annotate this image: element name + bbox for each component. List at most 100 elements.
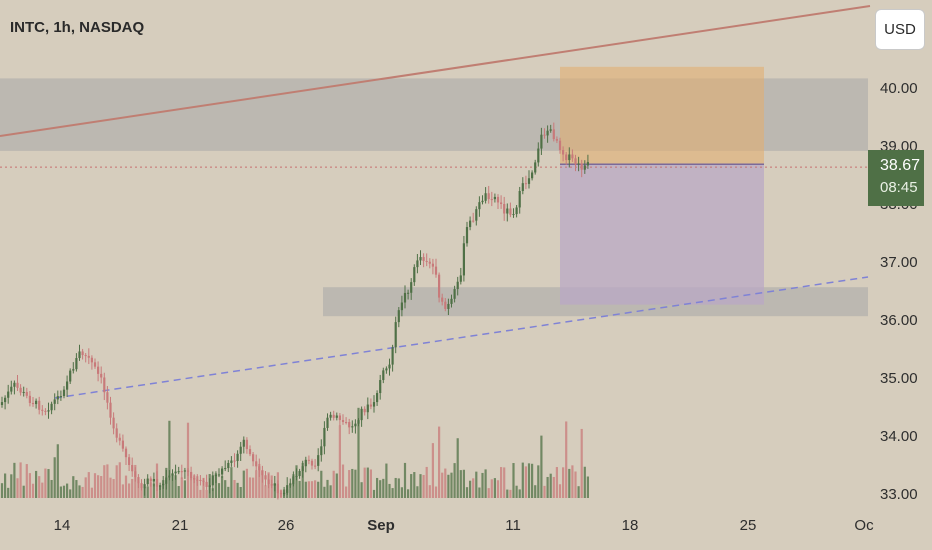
volume-bar bbox=[465, 487, 469, 498]
candle-body bbox=[431, 263, 434, 267]
volume-bar bbox=[456, 438, 459, 498]
volume-bar bbox=[317, 481, 320, 498]
candle-body bbox=[81, 351, 84, 356]
volume-bar bbox=[310, 481, 314, 498]
volume-bar bbox=[7, 487, 10, 498]
candle-body bbox=[558, 140, 562, 151]
candle-body bbox=[385, 368, 388, 371]
volume-bar bbox=[515, 485, 518, 498]
volume-bar bbox=[475, 471, 478, 498]
candle-body bbox=[72, 369, 75, 371]
volume-bar bbox=[66, 483, 69, 498]
volume-bar bbox=[428, 485, 431, 498]
volume-bar bbox=[571, 465, 574, 498]
candle-body bbox=[549, 129, 552, 131]
candle-body bbox=[0, 402, 4, 405]
currency-button[interactable]: USD bbox=[875, 9, 925, 50]
volume-bar bbox=[500, 467, 503, 498]
bar-countdown: 08:45 bbox=[880, 179, 918, 196]
volume-bar bbox=[360, 482, 363, 498]
volume-bar bbox=[431, 443, 434, 498]
candle-body bbox=[481, 200, 484, 203]
volume-bar bbox=[531, 463, 534, 498]
candle-body bbox=[428, 261, 431, 264]
candle-body bbox=[360, 408, 363, 421]
candle-body bbox=[317, 455, 320, 466]
volume-bar bbox=[171, 474, 174, 498]
candle-body bbox=[255, 461, 258, 467]
volume-bar bbox=[180, 477, 183, 498]
candle-body bbox=[7, 391, 10, 398]
candle-body bbox=[512, 214, 515, 216]
candle-body bbox=[174, 471, 177, 474]
candle-body bbox=[112, 417, 115, 429]
candle-body bbox=[363, 408, 366, 413]
volume-bar bbox=[208, 474, 211, 498]
price-axis[interactable]: 40.00 39.00 38.00 37.00 36.00 35.00 34.0… bbox=[868, 55, 932, 515]
volume-bar bbox=[22, 485, 25, 498]
candle-body bbox=[338, 415, 341, 421]
candle-body bbox=[180, 471, 183, 473]
volume-bar bbox=[326, 479, 329, 498]
volume-bar bbox=[103, 465, 106, 498]
candle-body bbox=[304, 459, 307, 467]
candle-body bbox=[348, 422, 351, 428]
candle-body bbox=[59, 396, 62, 398]
candle-body bbox=[239, 446, 242, 454]
candle-body bbox=[230, 460, 233, 463]
volume-bar bbox=[391, 488, 394, 498]
volume-bar bbox=[434, 486, 438, 498]
volume-bar bbox=[478, 487, 481, 498]
candle-body bbox=[146, 478, 149, 485]
volume-bar bbox=[540, 435, 543, 498]
candle-body bbox=[369, 404, 372, 407]
candle-body bbox=[400, 302, 403, 311]
candle-body bbox=[121, 440, 124, 449]
candle-body bbox=[50, 403, 53, 411]
resistance-trendline bbox=[0, 5, 871, 137]
volume-bar bbox=[469, 480, 472, 498]
candle-body bbox=[69, 370, 72, 382]
candle-body bbox=[314, 465, 317, 467]
candle-body bbox=[140, 483, 143, 489]
volume-bar bbox=[481, 472, 484, 498]
volume-bar bbox=[323, 486, 326, 498]
volume-bar bbox=[509, 489, 512, 498]
candle-body bbox=[586, 162, 589, 166]
price-tick: 40.00 bbox=[880, 80, 918, 97]
volume-bar bbox=[248, 477, 252, 498]
volume-bar bbox=[577, 486, 580, 498]
candle-body bbox=[366, 404, 369, 413]
volume-bar bbox=[31, 483, 35, 498]
candle-body bbox=[434, 266, 438, 275]
candle-body bbox=[143, 484, 146, 489]
candle-body bbox=[90, 357, 93, 363]
candle-body bbox=[444, 301, 447, 309]
volume-bar bbox=[292, 474, 295, 498]
volume-bar bbox=[503, 467, 506, 498]
candle-body bbox=[376, 393, 379, 403]
candle-body bbox=[465, 227, 469, 244]
candle-body bbox=[233, 460, 236, 462]
candle-body bbox=[115, 428, 118, 438]
time-label: 18 bbox=[621, 517, 639, 534]
volume-bar bbox=[416, 486, 419, 498]
candle-body bbox=[419, 257, 422, 261]
candle-body bbox=[53, 399, 56, 404]
volume-bar bbox=[236, 482, 239, 498]
candle-body bbox=[62, 389, 66, 397]
candle-body bbox=[131, 465, 134, 472]
volume-bar bbox=[196, 476, 199, 498]
candle-body bbox=[447, 303, 450, 309]
volume-bar bbox=[574, 471, 577, 498]
candle-body bbox=[552, 129, 555, 140]
volume-bar bbox=[555, 467, 558, 498]
volume-bar bbox=[143, 487, 146, 498]
volume-bar bbox=[193, 475, 196, 498]
volume-bar bbox=[363, 467, 366, 498]
volume-bar bbox=[295, 465, 298, 498]
candle-body bbox=[329, 414, 332, 418]
volume-bar bbox=[286, 489, 289, 498]
